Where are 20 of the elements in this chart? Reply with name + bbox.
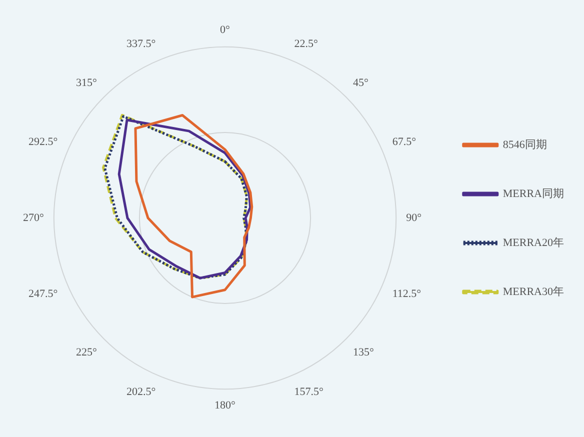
spoke-label: 202.5° [126,386,156,398]
spoke-label: 0° [220,24,230,36]
spoke-label: 112.5° [392,288,422,300]
spoke-label: 67.5° [392,136,416,148]
spoke-label: 225° [76,346,97,359]
spoke-label: 247.5° [28,288,58,300]
spoke-label: 45° [353,77,368,90]
legend-label: MERRA同期 [502,188,564,200]
spoke-label: 315° [76,77,97,90]
legend-label: MERRA20年 [502,236,564,249]
spoke-label: 22.5° [294,38,318,50]
spoke-label: 292.5° [28,136,58,148]
spoke-label: 135° [353,346,374,359]
spoke-label: 157.5° [294,386,324,398]
spoke-label: 90° [406,212,422,224]
legend-label: MERRA30年 [502,286,564,298]
spoke-label: 337.5° [126,38,156,50]
spoke-label: 180° [214,400,236,412]
spoke-label: 270° [22,212,44,224]
legend-label: 8546同期 [502,138,547,151]
